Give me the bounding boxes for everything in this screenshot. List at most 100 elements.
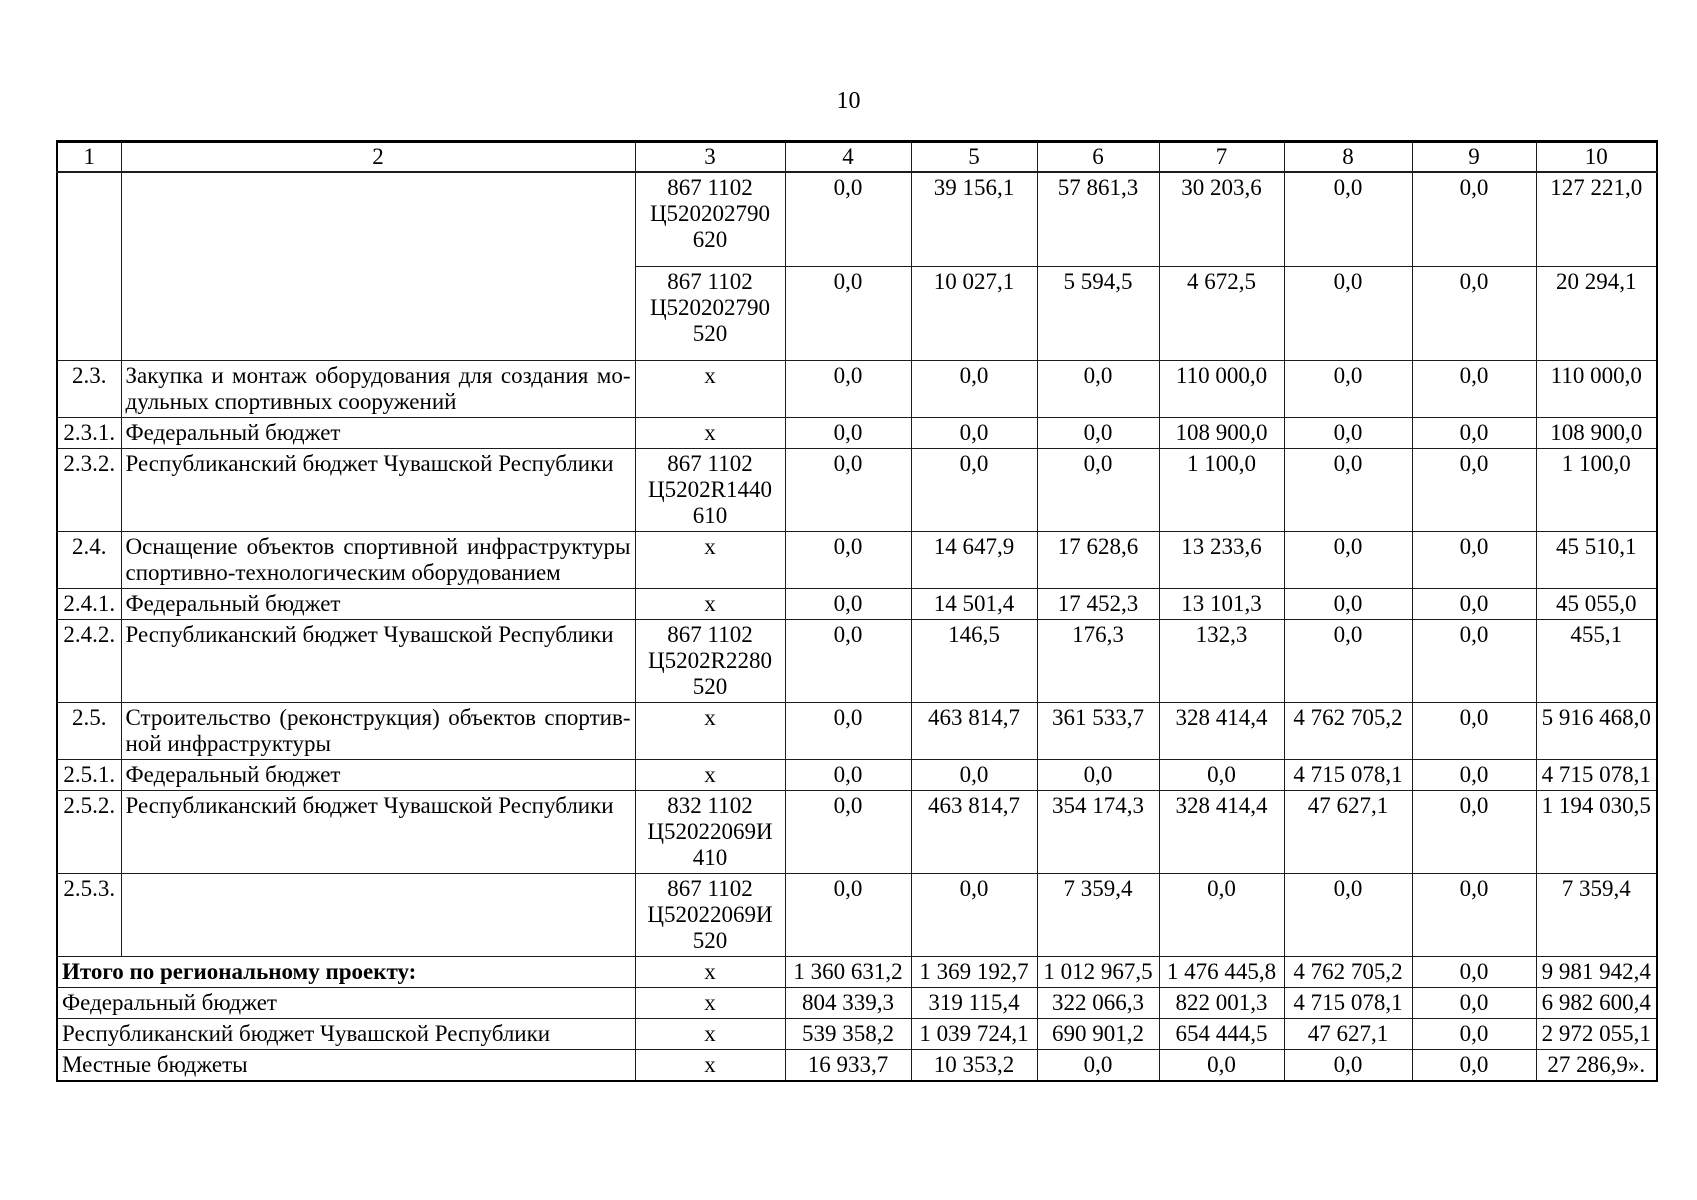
value-cell: 539 358,2 <box>784 1017 912 1050</box>
row-name-cell <box>120 171 636 361</box>
table-row-2-3: 2.3. Закупка и монтаж оборудования для с… <box>56 359 1658 418</box>
value-cell: 0,0 <box>1283 1048 1413 1081</box>
value-cell: 328 414,4 <box>1158 789 1285 874</box>
value-cell: 0,0 <box>1411 447 1537 532</box>
value-cell: 17 628,6 <box>1036 530 1160 589</box>
value-cell: 176,3 <box>1036 618 1160 703</box>
value-cell: 1 039 724,1 <box>910 1017 1038 1050</box>
value-cell: 1 360 631,2 <box>784 955 912 988</box>
value-cell: 0,0 <box>1283 618 1413 703</box>
value-cell: 0,0 <box>784 171 912 267</box>
budget-code-cell: х <box>634 758 786 791</box>
value-cell: 0,0 <box>1411 955 1537 988</box>
value-cell: 0,0 <box>784 530 912 589</box>
value-cell: 1 100,0 <box>1535 447 1658 532</box>
value-cell: 361 533,7 <box>1036 701 1160 760</box>
value-cell: 0,0 <box>784 618 912 703</box>
value-cell: 5 594,5 <box>1036 265 1160 361</box>
value-cell: 2 972 055,1 <box>1535 1017 1658 1050</box>
value-cell: 822 001,3 <box>1158 986 1285 1019</box>
value-cell: 0,0 <box>1411 758 1537 791</box>
value-cell: 45 055,0 <box>1535 587 1658 620</box>
value-cell: 0,0 <box>1036 758 1160 791</box>
value-cell: 0,0 <box>1411 587 1537 620</box>
value-cell: 4 762 705,2 <box>1283 955 1413 988</box>
value-cell: 322 066,3 <box>1036 986 1160 1019</box>
row-name-cell: Республиканский бюджет Чувашской Республ… <box>120 447 636 532</box>
row-number-cell: 2.4. <box>56 530 122 589</box>
value-cell: 690 901,2 <box>1036 1017 1160 1050</box>
total-label-cell: Федеральный бюджет <box>56 986 636 1019</box>
value-cell: 6 982 600,4 <box>1535 986 1658 1019</box>
table-row-2-5: 2.5. Строительство (реконструкция) объек… <box>56 701 1658 760</box>
table-row-2-5-3: 2.5.3. 867 1102 Ц52022069И 520 0,0 0,0 7… <box>56 872 1658 957</box>
value-cell: 30 203,6 <box>1158 171 1285 267</box>
row-number-cell: 2.3. <box>56 359 122 418</box>
value-cell: 0,0 <box>784 872 912 957</box>
value-cell: 0,0 <box>910 872 1038 957</box>
column-header-9: 9 <box>1411 141 1537 173</box>
value-cell: 1 012 967,5 <box>1036 955 1160 988</box>
value-cell: 0,0 <box>1411 1048 1537 1081</box>
value-cell: 0,0 <box>1283 416 1413 449</box>
value-cell: 0,0 <box>1411 265 1537 361</box>
budget-code-cell: 867 1102 Ц520202790 620 <box>634 171 786 267</box>
column-header-3: 3 <box>634 141 786 173</box>
row-number-cell: 2.4.2. <box>56 618 122 703</box>
column-header-6: 6 <box>1036 141 1160 173</box>
row-name-cell: Республиканский бюджет Чувашской Республ… <box>120 618 636 703</box>
budget-code-cell: 867 1102 Ц5202R2280 520 <box>634 618 786 703</box>
row-number-cell: 2.5.3. <box>56 872 122 957</box>
table-row-continuation-620: 867 1102 Ц520202790 620 0,0 39 156,1 57 … <box>56 171 1658 361</box>
value-cell: 1 194 030,5 <box>1535 789 1658 874</box>
value-cell: 354 174,3 <box>1036 789 1160 874</box>
value-cell: 7 359,4 <box>1535 872 1658 957</box>
budget-code-cell: х <box>634 359 786 418</box>
value-cell: 10 353,2 <box>910 1048 1038 1081</box>
value-cell: 16 933,7 <box>784 1048 912 1081</box>
value-cell: 13 233,6 <box>1158 530 1285 589</box>
table-row-total-project: Итого по региональному проекту: х 1 360 … <box>56 955 1658 988</box>
value-cell: 0,0 <box>1283 872 1413 957</box>
value-cell: 0,0 <box>784 758 912 791</box>
budget-code-cell: х <box>634 955 786 988</box>
column-header-7: 7 <box>1158 141 1285 173</box>
value-cell: 0,0 <box>910 447 1038 532</box>
value-cell: 27 286,9». <box>1535 1048 1658 1081</box>
value-cell: 0,0 <box>1158 872 1285 957</box>
value-cell: 39 156,1 <box>910 171 1038 267</box>
value-cell: 0,0 <box>1411 872 1537 957</box>
value-cell: 463 814,7 <box>910 701 1038 760</box>
table-row-total-local: Местные бюджеты х 16 933,7 10 353,2 0,0 … <box>56 1048 1658 1081</box>
row-number-cell: 2.5. <box>56 701 122 760</box>
value-cell: 0,0 <box>784 265 912 361</box>
value-cell: 328 414,4 <box>1158 701 1285 760</box>
value-cell: 0,0 <box>1158 758 1285 791</box>
row-number-cell: 2.3.2. <box>56 447 122 532</box>
total-label-cell: Республиканский бюджет Чувашской Республ… <box>56 1017 636 1050</box>
value-cell: 1 369 192,7 <box>910 955 1038 988</box>
row-name-cell: Федеральный бюджет <box>120 758 636 791</box>
value-cell: 45 510,1 <box>1535 530 1658 589</box>
column-header-2: 2 <box>120 141 636 173</box>
budget-code-cell: х <box>634 587 786 620</box>
value-cell: 110 000,0 <box>1158 359 1285 418</box>
table-row-total-republican: Республиканский бюджет Чувашской Республ… <box>56 1017 1658 1050</box>
value-cell: 0,0 <box>784 359 912 418</box>
value-cell: 0,0 <box>784 447 912 532</box>
row-name-cell <box>120 872 636 957</box>
value-cell: 14 501,4 <box>910 587 1038 620</box>
table-row-2-5-1: 2.5.1. Федеральный бюджет х 0,0 0,0 0,0 … <box>56 758 1658 791</box>
value-cell: 0,0 <box>1411 530 1537 589</box>
table-header-row: 1 2 3 4 5 6 7 8 9 10 <box>56 141 1658 173</box>
value-cell: 47 627,1 <box>1283 1017 1413 1050</box>
value-cell: 4 715 078,1 <box>1283 758 1413 791</box>
value-cell: 4 762 705,2 <box>1283 701 1413 760</box>
row-name-cell: Федеральный бюджет <box>120 416 636 449</box>
value-cell: 0,0 <box>784 587 912 620</box>
value-cell: 110 000,0 <box>1535 359 1658 418</box>
column-header-10: 10 <box>1535 141 1658 173</box>
value-cell: 455,1 <box>1535 618 1658 703</box>
budget-code-cell: 832 1102 Ц52022069И 410 <box>634 789 786 874</box>
